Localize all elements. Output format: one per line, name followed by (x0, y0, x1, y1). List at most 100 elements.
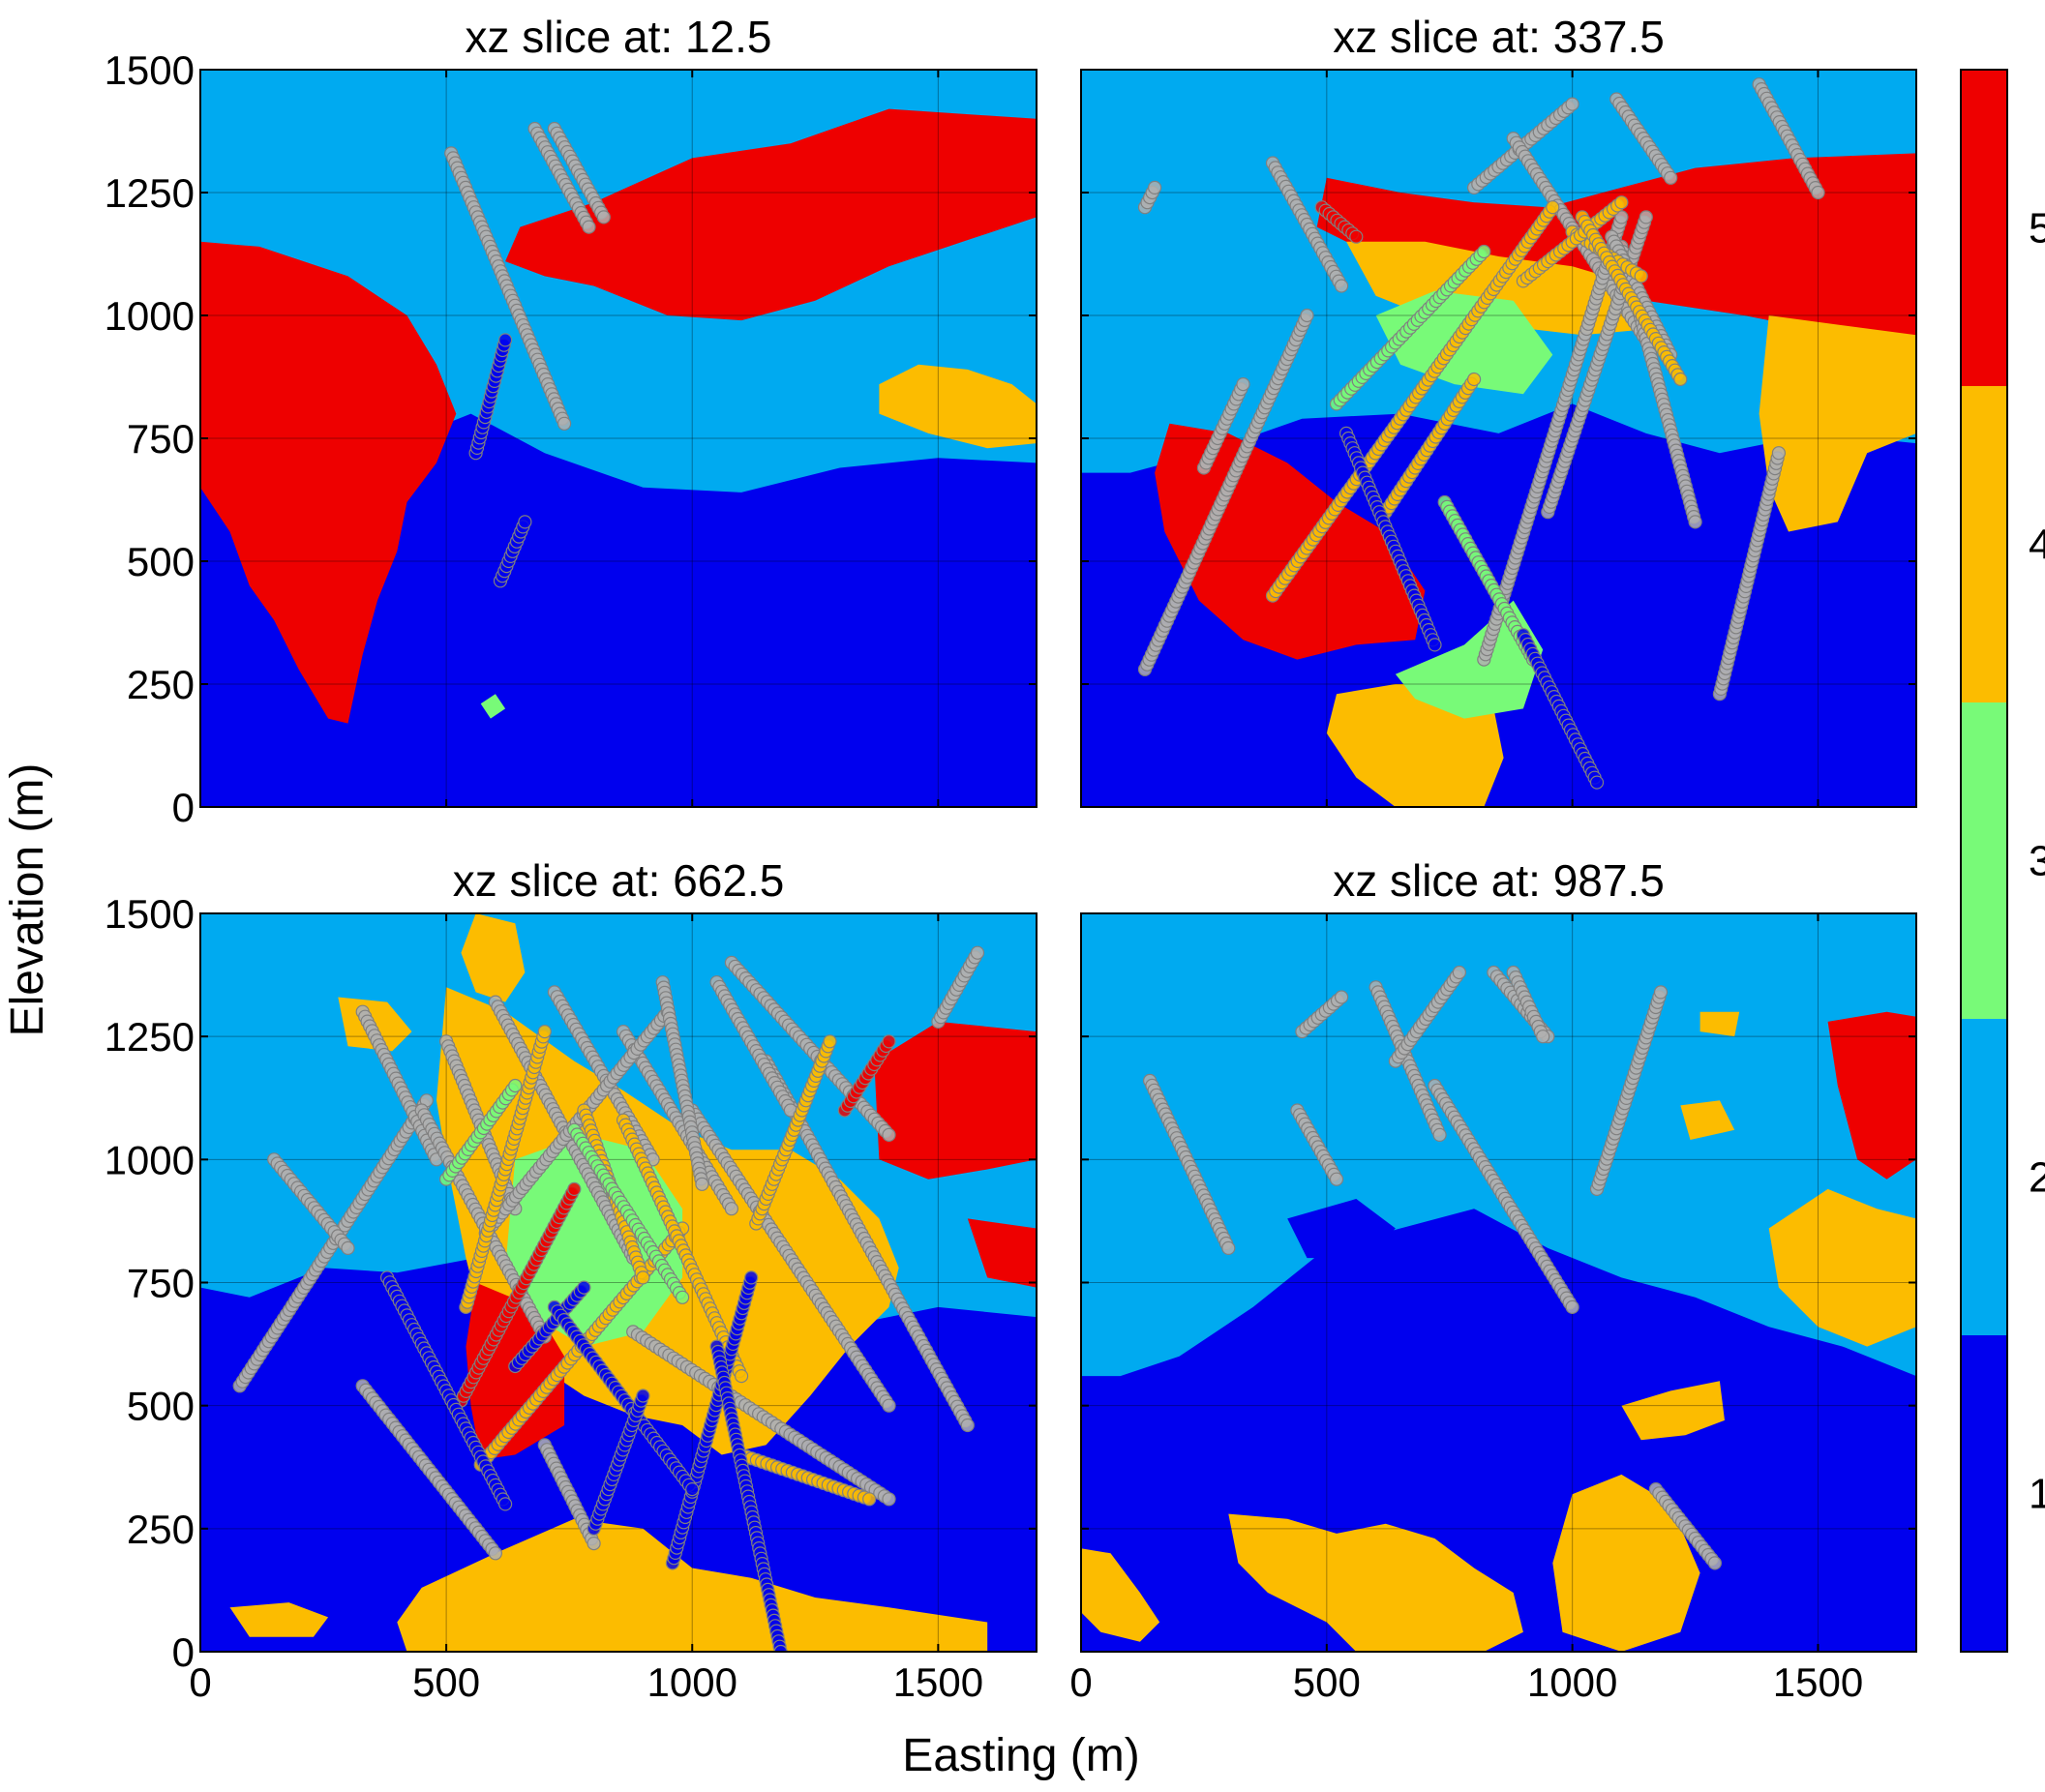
region-class-1 (1287, 1199, 1396, 1259)
colorbar-segment-1 (1961, 1335, 2007, 1652)
drillhole-class-unknown (444, 146, 572, 431)
drillhole-class-1 (493, 515, 532, 588)
drillhole-sample (882, 1034, 896, 1049)
x-tick-label: 500 (412, 1659, 480, 1705)
drillhole-sample (582, 220, 596, 234)
drillhole-class-unknown (1609, 92, 1678, 185)
drillhole-sample (1565, 97, 1579, 111)
drillhole-sample (744, 1270, 759, 1285)
drillhole-class-5 (1314, 200, 1364, 244)
drillhole-sample (675, 1290, 690, 1304)
drillhole-sample (734, 1368, 749, 1384)
drillhole-class-unknown (626, 1325, 896, 1507)
region-class-3 (505, 1134, 683, 1347)
y-tick-label: 1250 (105, 170, 195, 216)
colorbar-segment-2 (1961, 1019, 2007, 1335)
drillhole-sample (577, 1280, 591, 1295)
drillhole-sample (1589, 775, 1605, 790)
drillhole-class-unknown (1290, 1103, 1344, 1186)
drillhole-class-unknown (1137, 180, 1162, 215)
x-tick-label: 1500 (1773, 1659, 1863, 1705)
y-tick-label: 750 (127, 416, 195, 462)
drillhole-class-4 (1575, 210, 1688, 387)
drillhole-sample (960, 1418, 975, 1433)
x-tick-label: 1000 (1527, 1659, 1617, 1705)
drillholes (1142, 965, 1723, 1570)
drillhole-class-4 (459, 1024, 552, 1315)
drillhole-class-unknown (616, 1024, 739, 1216)
region-class-4 (461, 913, 526, 1002)
drillhole-sample (695, 1177, 709, 1191)
drillhole-class-unknown (1477, 210, 1629, 667)
colorbar: 1 2 3 4 5 (1960, 69, 2045, 1653)
panel-title: xz slice at: 662.5 (453, 855, 785, 906)
region-class-5 (200, 241, 457, 724)
drillhole-sample (488, 1546, 502, 1561)
drillhole-class-unknown (709, 975, 798, 1118)
drillhole-class-unknown (267, 1152, 355, 1256)
y-tick-label: 1500 (105, 891, 195, 937)
region-class-4 (1759, 315, 1916, 532)
drillhole-sample (341, 1240, 355, 1256)
drillhole-sample (508, 1078, 523, 1093)
drillhole-class-unknown (547, 121, 611, 224)
drillhole-sample (823, 1034, 837, 1049)
region-class-4 (1621, 1381, 1725, 1441)
plot-area (200, 913, 1037, 1652)
drillhole-sample (1329, 1172, 1344, 1186)
drillhole-sample (1334, 990, 1349, 1004)
drillhole-class-unknown (1388, 965, 1467, 1068)
drillhole-sample (1466, 372, 1482, 387)
y-tick-label: 0 (172, 785, 195, 830)
drillhole-class-5 (454, 1181, 582, 1408)
drillhole-sample (882, 1398, 896, 1413)
drillhole-class-unknown (1712, 446, 1787, 702)
drillhole-sample (636, 1389, 650, 1403)
drillhole-sample (1565, 1299, 1579, 1315)
panel-title: xz slice at: 337.5 (1333, 12, 1665, 62)
drillhole-class-unknown (537, 1438, 601, 1551)
region-class-5 (874, 1021, 1037, 1180)
drillhole-sample (497, 333, 513, 347)
drillhole-sample (518, 515, 532, 529)
drillhole-sample (685, 1481, 700, 1497)
y-tick-label: 500 (127, 1384, 195, 1429)
drillhole-class-unknown (655, 975, 709, 1191)
region-class-5 (1155, 423, 1426, 660)
drillhole-sample (1771, 446, 1787, 461)
ticks (199, 912, 1037, 1653)
drillhole-sample (1664, 170, 1678, 185)
drillhole-sample (1536, 1030, 1550, 1044)
drillhole-class-1 (1516, 628, 1605, 790)
drillhole-class-unknown (1196, 377, 1250, 475)
drillhole-sample (882, 1127, 896, 1143)
panel-2: xz slice at: 337.5 (1080, 12, 1917, 808)
drillhole-sample (1432, 1127, 1447, 1143)
drillhole-sample (1428, 638, 1442, 652)
drillhole-sample (1236, 377, 1250, 392)
region-class-5 (967, 1218, 1037, 1288)
drillhole-class-1 (586, 1389, 650, 1536)
colorbar-segment-4 (1961, 386, 2007, 702)
drillhole-class-unknown (685, 1103, 896, 1413)
plot-area (200, 70, 1037, 807)
colorbar-tick-label: 5 (2029, 205, 2045, 253)
region-class-4 (1228, 1513, 1523, 1652)
drillhole-sample (537, 1024, 552, 1039)
panel-4: 0 500 1000 1500 xz slice at: 987.5 (1069, 855, 1917, 1705)
y-tick-label: 1250 (105, 1014, 195, 1060)
drillhole-sample (596, 210, 611, 224)
drillhole-class-unknown (1752, 77, 1825, 200)
region-class-4 (1768, 1188, 1916, 1347)
y-tick-label: 1000 (105, 1137, 195, 1182)
y-tick-label: 1500 (105, 47, 195, 93)
drillhole-sample (556, 416, 572, 431)
region-class-5 (505, 108, 1037, 321)
ticks (199, 69, 1037, 808)
drillhole-sample (1477, 244, 1491, 259)
x-axis-label: Easting (m) (902, 1730, 1139, 1781)
drillhole-class-unknown (1428, 1078, 1579, 1315)
drillhole-class-unknown (1142, 1073, 1236, 1256)
drillhole-class-unknown (1295, 990, 1349, 1039)
plot-area (1081, 913, 1916, 1652)
